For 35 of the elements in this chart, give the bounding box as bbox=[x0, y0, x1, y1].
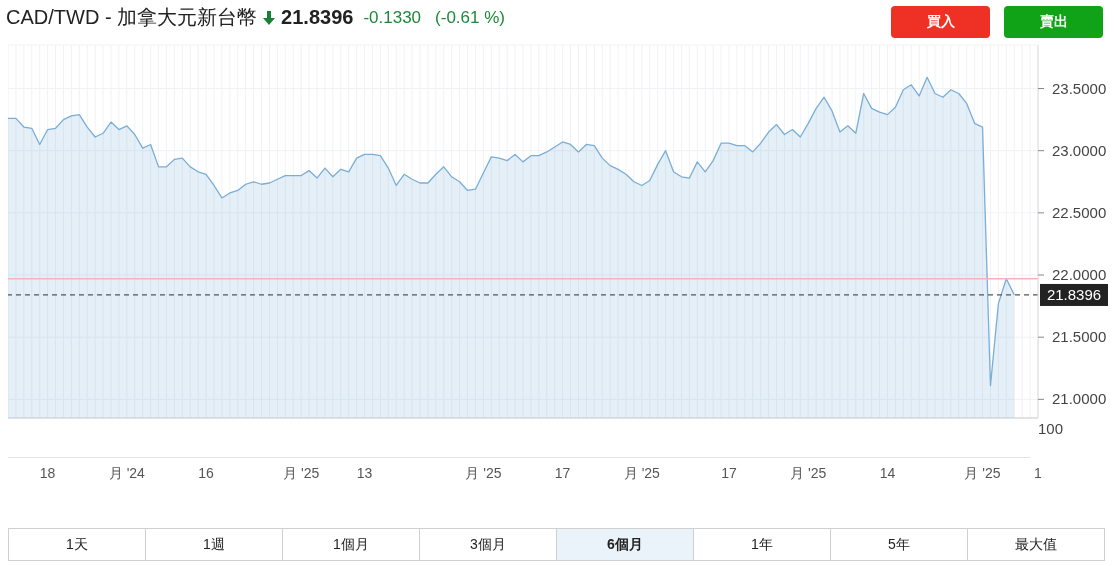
text: 6個月 bbox=[556, 529, 693, 560]
x-tick-label: 18 bbox=[39, 465, 56, 481]
text: 1天 bbox=[9, 529, 145, 560]
text: 1年 bbox=[693, 529, 830, 560]
text: 21.8396 bbox=[281, 6, 354, 29]
x-tick-label: 17 bbox=[554, 465, 571, 481]
text: 5年 bbox=[830, 529, 967, 560]
x-tick-label: 月 '25 bbox=[964, 465, 1001, 481]
x-tick-label: 月 '25 bbox=[790, 465, 827, 481]
y-tick-label: 21.5000 bbox=[1052, 328, 1107, 346]
x-tick-label: 月 '25 bbox=[465, 465, 502, 481]
x-tick-label: 13 bbox=[356, 465, 373, 481]
y-tick-label: 22.0000 bbox=[1052, 266, 1107, 284]
y-tick-label: 21.0000 bbox=[1052, 390, 1107, 408]
text: 3個月 bbox=[419, 529, 556, 560]
text: (-0.61 %) bbox=[435, 7, 505, 28]
text: 100 bbox=[1038, 420, 1064, 437]
x-tick-label: 月 '25 bbox=[623, 465, 661, 481]
x-tick-label: 14 bbox=[879, 465, 896, 481]
ref-line-label: 21.8396 bbox=[1046, 285, 1102, 303]
x-tick-label: 16 bbox=[198, 465, 215, 481]
x-tick-label: 月 '24 bbox=[108, 465, 146, 481]
y-tick-label: 23.0000 bbox=[1052, 141, 1107, 159]
text: 賣出 bbox=[1004, 6, 1103, 38]
text: 1個月 bbox=[282, 529, 419, 560]
y-tick-label: 23.5000 bbox=[1052, 79, 1107, 97]
x-tick-label: 1 bbox=[1034, 465, 1043, 481]
text: 最大值 bbox=[967, 529, 1104, 560]
text: 買入 bbox=[891, 6, 990, 38]
chart-title: CAD/TWD - 加拿大元新台幣 bbox=[6, 5, 258, 30]
text: 1週 bbox=[145, 529, 282, 560]
y-tick-label: 22.5000 bbox=[1052, 203, 1107, 221]
x-tick-label: 17 bbox=[721, 465, 737, 481]
x-tick-label: 月 '25 bbox=[283, 465, 320, 481]
text: -0.1330 bbox=[363, 7, 422, 28]
